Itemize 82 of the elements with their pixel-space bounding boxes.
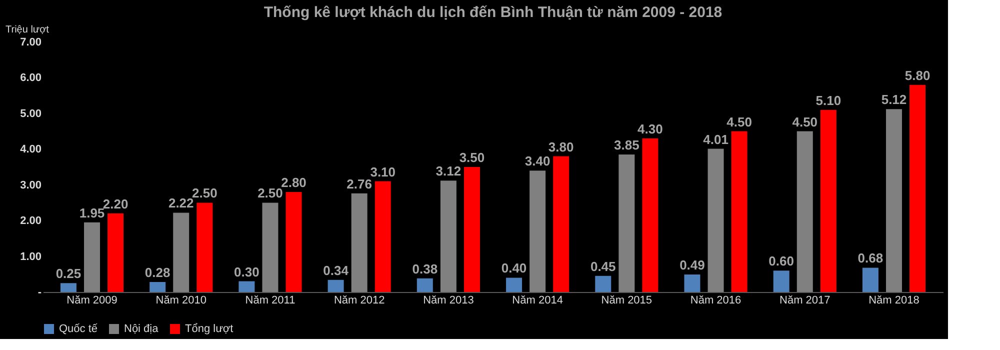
- bar: [773, 270, 790, 292]
- data-label: 4.01: [703, 132, 728, 147]
- y-tick-label: 6.00: [20, 72, 42, 84]
- data-label: 0.49: [680, 258, 705, 272]
- data-label: 0.30: [234, 264, 260, 280]
- data-label: 3.40: [524, 154, 550, 169]
- data-label: 5.12: [881, 92, 907, 108]
- bar: [416, 278, 433, 292]
- data-label: 3.12: [436, 164, 462, 179]
- x-tick-label: Năm 2013: [423, 294, 474, 306]
- data-label: 0.40: [501, 260, 527, 276]
- data-label: 4.50: [792, 114, 818, 130]
- data-label: 3.80: [548, 139, 574, 154]
- x-tick-label: Năm 2016: [690, 294, 742, 306]
- data-label: 5.10: [816, 92, 842, 108]
- x-tick-label: Năm 2017: [780, 294, 830, 306]
- y-tick-label: 1.00: [20, 250, 42, 263]
- x-tick-label: Năm 2009: [66, 294, 118, 306]
- bar: [464, 167, 480, 292]
- data-label: 2.22: [168, 196, 194, 211]
- x-tick-label: Năm 2015: [601, 294, 652, 306]
- x-tick-label: Năm 2011: [245, 294, 296, 306]
- data-label: 3.85: [614, 138, 640, 152]
- bar: [196, 202, 213, 292]
- y-axis-title: Triệu lượt: [6, 24, 50, 36]
- bar: [708, 148, 724, 292]
- bar: [173, 212, 190, 292]
- legend-label: Nội địa: [124, 323, 160, 335]
- bar: [238, 281, 255, 292]
- bar: [618, 154, 635, 292]
- bar: [796, 131, 813, 292]
- y-tick-label: 4.00: [20, 144, 42, 156]
- bar: [595, 276, 612, 292]
- bar: [286, 192, 302, 292]
- legend-label: Tổng lượt: [185, 323, 234, 335]
- x-tick-label: Năm 2018: [868, 294, 920, 306]
- bar: [328, 280, 344, 292]
- bar: [530, 170, 546, 292]
- bar: [862, 268, 878, 292]
- y-tick-label: 5.00: [20, 108, 42, 120]
- x-tick-label: Năm 2010: [156, 294, 206, 306]
- bar: [731, 131, 748, 292]
- bar: [553, 156, 570, 292]
- bar: [351, 193, 368, 292]
- bar: [642, 138, 658, 292]
- bar: [60, 283, 76, 292]
- y-tick-label: 2.00: [20, 215, 42, 228]
- data-label: 0.25: [56, 266, 82, 282]
- bar: [374, 181, 391, 292]
- bar: [820, 110, 836, 292]
- y-tick-label: 7.00: [20, 36, 42, 48]
- bar: [262, 202, 278, 292]
- y-tick-label: -: [38, 286, 42, 298]
- data-label: 0.28: [144, 265, 170, 280]
- bar: [910, 84, 926, 292]
- bar: [150, 282, 166, 292]
- data-label: 0.60: [768, 254, 794, 269]
- bar: [684, 274, 700, 292]
- data-label: 0.68: [858, 250, 884, 266]
- bar: [84, 222, 100, 292]
- data-label: 0.38: [412, 261, 438, 276]
- data-label: 4.30: [638, 121, 663, 136]
- bar: [440, 180, 456, 292]
- data-label: 2.50: [192, 186, 218, 201]
- data-label: 3.10: [370, 164, 396, 180]
- x-tick-label: Năm 2014: [512, 294, 563, 306]
- data-label: 2.50: [258, 186, 283, 201]
- legend-label: Quốc tế: [59, 323, 98, 335]
- bar: [886, 109, 902, 292]
- bar: [108, 213, 124, 292]
- data-label: 0.34: [323, 262, 350, 278]
- data-label: 5.80: [904, 68, 930, 83]
- y-tick-label: 3.00: [20, 179, 42, 192]
- chart-title: Thống kê lượt khách du lịch đến Bình Thuận từ năm 2009 - 2018: [264, 4, 722, 21]
- data-label: 2.76: [346, 176, 372, 192]
- data-label: 0.45: [590, 258, 616, 274]
- data-label: 2.80: [281, 175, 306, 190]
- x-tick-label: Năm 2012: [334, 294, 385, 306]
- bar: [506, 278, 522, 292]
- data-label: 4.50: [726, 114, 752, 130]
- data-label: 3.50: [459, 150, 485, 165]
- data-label: 2.20: [102, 196, 128, 212]
